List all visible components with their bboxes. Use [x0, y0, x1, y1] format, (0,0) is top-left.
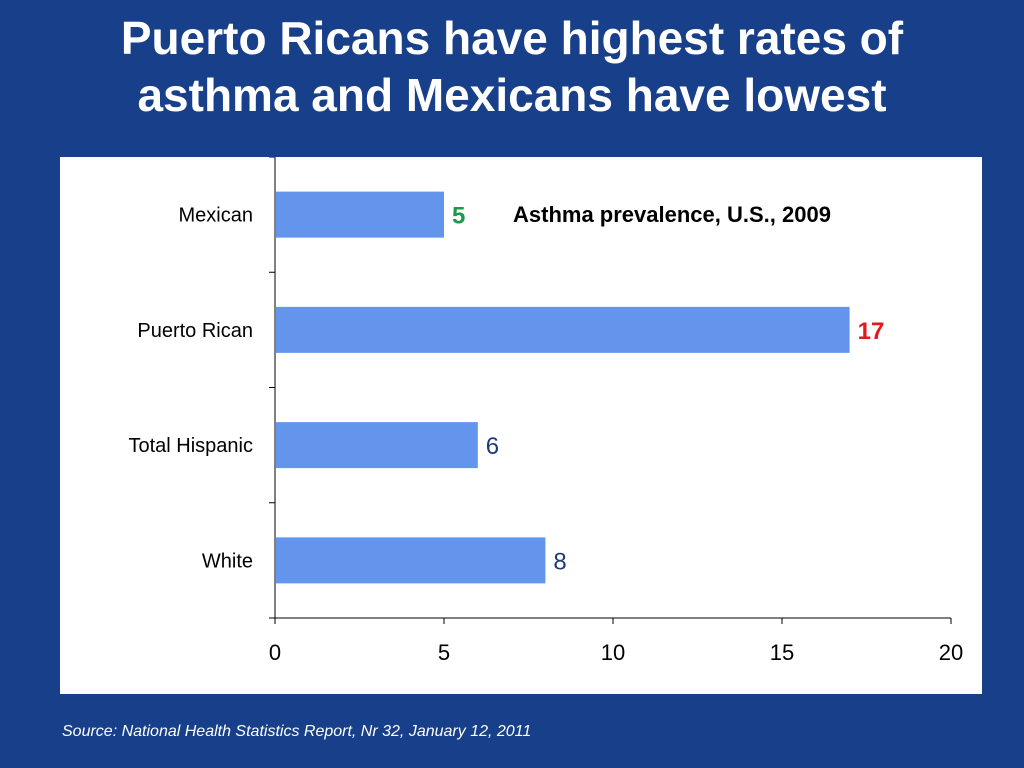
category-label: Mexican: [179, 205, 253, 227]
slide-title: Puerto Ricans have highest rates of asth…: [0, 10, 1024, 124]
bar-white: [276, 537, 546, 584]
data-label: 6: [486, 433, 499, 460]
x-tick-label: 10: [601, 640, 625, 665]
chart-title: Asthma prevalence, U.S., 2009: [513, 202, 831, 227]
slide-title-line-1: Puerto Ricans have highest rates of: [120, 12, 904, 64]
x-tick-label: 0: [269, 640, 281, 665]
data-label: 5: [452, 203, 465, 230]
category-label: White: [202, 550, 253, 572]
slide-title-line-2: asthma and Mexicans have lowest: [137, 69, 887, 121]
bar-total-hispanic: [276, 422, 478, 469]
category-label: Puerto Rican: [137, 320, 253, 342]
x-tick-label: 5: [438, 640, 450, 665]
x-tick-label: 15: [770, 640, 794, 665]
chart-panel: Asthma prevalence, U.S., 2009 0 5 10 15 20 Me…: [60, 157, 982, 694]
x-tick-label: 20: [939, 640, 963, 665]
data-label: 8: [553, 548, 566, 575]
bar-mexican: [276, 191, 444, 238]
source-note: Source: National Health Statistics Repor…: [62, 723, 532, 740]
data-label: 17: [858, 318, 885, 345]
bar-chart: Asthma prevalence, U.S., 2009 0 5 10 15 20 Me…: [128, 157, 963, 665]
category-label: Total Hispanic: [128, 435, 253, 457]
bar-puerto-rican: [276, 306, 850, 353]
